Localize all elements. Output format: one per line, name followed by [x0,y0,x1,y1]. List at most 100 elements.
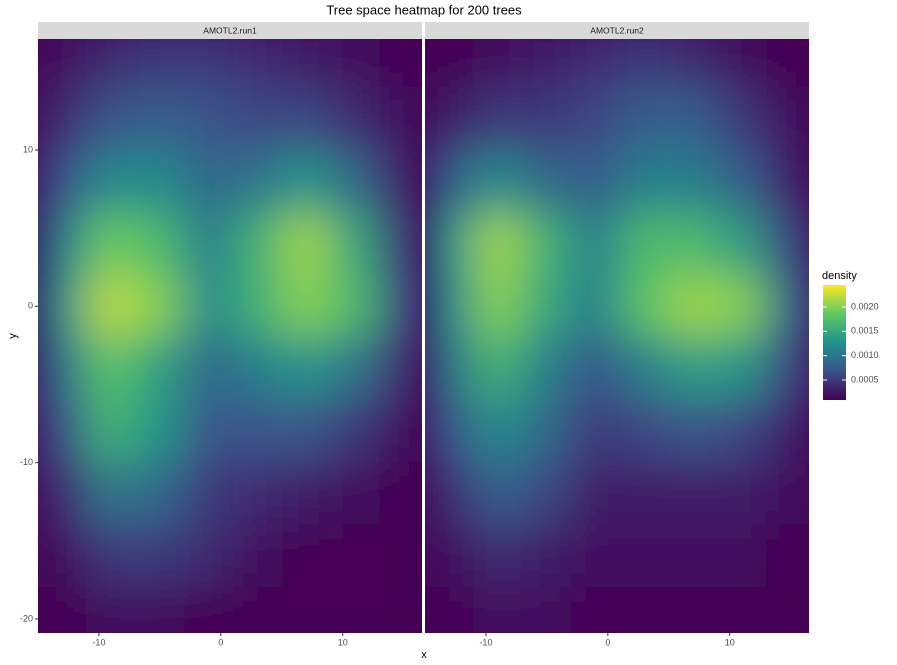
colorbar-label: 0.0005 [851,374,879,384]
heat-cell [473,337,524,401]
heat-cell [570,462,621,526]
heat-cell [668,587,719,633]
heat-cell [378,524,422,589]
heat-cell [425,274,475,339]
facet-label: AMOTL2.run2 [590,25,644,35]
heat-cell [570,86,621,151]
heat-cell [183,462,234,526]
heat-cell [619,587,670,633]
heat-cell [619,462,670,526]
colorbar-label: 0.0020 [851,301,879,311]
x-tick-label: 10 [338,637,348,647]
heat-cell [619,86,670,151]
heat-cell [135,399,185,464]
heat-cell [425,39,475,88]
heat-cell [522,399,572,464]
x-tick-label: -10 [479,637,492,647]
heatmap-cells [425,39,809,633]
heat-cell [619,274,670,339]
heat-cell [717,587,767,633]
heat-cell [183,39,234,88]
heat-cell [281,399,332,464]
heat-cell [135,587,185,633]
facet-strip [425,22,809,39]
heat-cell [86,337,137,401]
x-tick-label: -10 [92,637,105,647]
heat-cell [378,39,422,88]
heat-cell [38,524,88,589]
y-axis-title: y [7,333,19,339]
heat-cell [473,587,524,633]
heat-cell [425,149,475,214]
heat-cell [765,462,809,526]
colorbar-label: 0.0010 [851,350,879,360]
heat-cell [281,524,332,589]
heat-cell [717,39,767,88]
heat-cell [619,337,670,401]
heat-cell [378,587,422,633]
heat-cell [86,149,137,214]
heat-cell [232,337,283,401]
chart-title: Tree space heatmap for 200 trees [326,2,522,17]
heat-cell [38,462,88,526]
heat-cell [570,524,621,589]
heat-cell [330,524,380,589]
heat-cell [619,149,670,214]
heat-cell [619,39,670,88]
heat-cell [86,462,137,526]
heat-cell [717,462,767,526]
heat-cell [135,337,185,401]
heat-cell [717,86,767,151]
heat-cell [38,587,88,633]
colorbar [823,285,846,400]
heat-cell [330,399,380,464]
heat-cell [473,274,524,339]
facet-strip [38,22,422,39]
heat-cell [522,212,572,276]
heat-cell [38,39,88,88]
heat-cell [330,587,380,633]
heat-cell [522,462,572,526]
heat-cell [135,524,185,589]
heat-cell [570,587,621,633]
heat-cell [183,337,234,401]
heat-cell [281,587,332,633]
heat-cell [425,462,475,526]
heat-cell [38,86,88,151]
heat-cell [183,524,234,589]
heat-cell [135,86,185,151]
x-tick-label: 0 [218,637,223,647]
heat-cell [522,524,572,589]
heat-cell [38,337,88,401]
heat-cell [668,524,719,589]
panel [38,39,422,633]
heat-cell [232,524,283,589]
heat-cell [570,337,621,401]
heat-cell [668,274,719,339]
heat-cell [86,524,137,589]
heat-cell [330,86,380,151]
heat-cell [425,587,475,633]
heat-cell [135,462,185,526]
heat-cell [38,149,88,214]
heat-cell [765,212,809,276]
heat-cell [570,149,621,214]
heat-cell [668,86,719,151]
heat-cell [619,399,670,464]
heat-cell [232,462,283,526]
x-tick-label: 0 [605,637,610,647]
heat-cell [717,274,767,339]
heat-cell [38,212,88,276]
heat-cell [378,86,422,151]
x-axis-title: x [421,649,427,661]
heat-cell [281,39,332,88]
x-tick-label: 10 [725,637,735,647]
heat-cell [522,39,572,88]
heat-cell [378,274,422,339]
y-tick-label: -10 [20,457,33,467]
heat-cell [473,149,524,214]
heat-cell [330,274,380,339]
heat-cell [668,399,719,464]
heat-cell [232,274,283,339]
